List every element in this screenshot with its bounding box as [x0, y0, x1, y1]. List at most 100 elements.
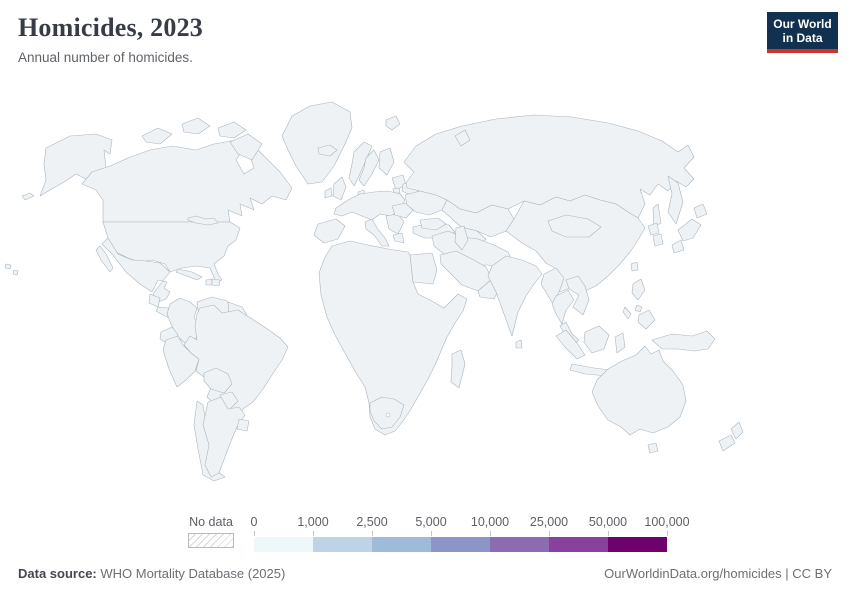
- country-uruguay[interactable]: [236, 418, 250, 432]
- country-japan-honshu[interactable]: [677, 218, 702, 242]
- country-north-korea[interactable]: [647, 222, 660, 236]
- country-aleutians[interactable]: [21, 192, 35, 201]
- country-italy[interactable]: [364, 218, 390, 247]
- country-novaya-zemlya[interactable]: [454, 129, 471, 147]
- country-kamchatka[interactable]: [667, 175, 684, 225]
- country-cuba[interactable]: [175, 268, 203, 281]
- legend-tick-label: 50,000: [588, 515, 628, 529]
- country-norway[interactable]: [348, 141, 373, 187]
- legend-tick-mark: [549, 531, 550, 536]
- black-sea: [419, 217, 447, 231]
- country-philippines-mindanao[interactable]: [637, 309, 656, 330]
- country-sulawesi[interactable]: [614, 332, 626, 354]
- country-romania[interactable]: [391, 202, 414, 219]
- country-taiwan[interactable]: [630, 261, 639, 272]
- country-new-zealand-south[interactable]: [718, 434, 736, 452]
- country-tasmania[interactable]: [647, 442, 659, 454]
- owid-logo-line1: Our World: [773, 17, 832, 31]
- country-mexico-baja[interactable]: [95, 245, 114, 273]
- legend-bin-swatch[interactable]: [254, 537, 313, 552]
- country-iberia[interactable]: [313, 218, 346, 244]
- page-title: Homicides, 2023: [18, 13, 203, 42]
- country-indochina[interactable]: [565, 275, 590, 316]
- country-ireland[interactable]: [324, 187, 333, 199]
- legend-bin-swatch[interactable]: [608, 537, 667, 552]
- country-mexico[interactable]: [101, 237, 171, 303]
- legend-no-data: No data: [188, 515, 234, 548]
- country-sweden[interactable]: [358, 149, 380, 187]
- legend-tick-mark: [490, 531, 491, 536]
- country-baffin-island[interactable]: [229, 133, 263, 161]
- world-map: [0, 88, 850, 512]
- owid-logo[interactable]: Our World in Data: [767, 12, 838, 53]
- caspian-sea: [454, 225, 469, 251]
- great-lakes: [187, 215, 219, 226]
- legend-bin-swatch[interactable]: [490, 537, 549, 552]
- no-data-label: No data: [189, 515, 233, 529]
- country-greenland[interactable]: [281, 101, 353, 185]
- legend-color-scale: 0 1,000 2,500 5,000 10,000 25,000 50,000 100,00…: [250, 515, 690, 552]
- country-australia[interactable]: [591, 345, 687, 436]
- country-arctic-island-3[interactable]: [217, 121, 247, 139]
- no-data-swatch[interactable]: [188, 533, 234, 548]
- country-hawaii[interactable]: [4, 263, 19, 276]
- country-svalbard[interactable]: [385, 115, 401, 131]
- country-sri-lanka[interactable]: [515, 339, 523, 349]
- legend-tick-label: 2,500: [356, 515, 388, 529]
- country-kaliningrad[interactable]: [392, 187, 401, 194]
- country-philippines-luzon[interactable]: [631, 278, 646, 301]
- legend-tick-label: 1,000: [297, 515, 329, 529]
- country-haiti[interactable]: [205, 278, 213, 286]
- chart-subtitle: Annual number of homicides.: [18, 50, 193, 65]
- country-mongolia[interactable]: [547, 214, 602, 238]
- country-new-zealand-north[interactable]: [730, 421, 744, 440]
- country-canada[interactable]: [81, 139, 293, 223]
- legend-tick-label: 0: [250, 515, 258, 529]
- legend-tick-mark: [431, 531, 432, 536]
- legend-tick-mark: [667, 531, 668, 536]
- country-south-korea[interactable]: [652, 233, 664, 247]
- country-united-states[interactable]: [102, 221, 241, 283]
- country-argentina[interactable]: [202, 396, 246, 478]
- data-source-label: Data source:: [18, 566, 97, 581]
- legend-tick-mark: [313, 531, 314, 536]
- country-sakhalin[interactable]: [652, 203, 662, 228]
- country-arctic-island-1[interactable]: [141, 127, 173, 145]
- country-japan-kyushu[interactable]: [671, 239, 685, 254]
- country-philippines-visayas[interactable]: [634, 304, 643, 313]
- country-new-guinea[interactable]: [651, 330, 716, 352]
- owid-logo-line2: in Data: [782, 31, 823, 45]
- country-finland[interactable]: [378, 147, 395, 176]
- legend-tick-label: 5,000: [415, 515, 447, 529]
- country-borneo[interactable]: [583, 325, 610, 354]
- legend-bin-swatch[interactable]: [431, 537, 490, 552]
- legend-tick-label: 25,000: [529, 515, 569, 529]
- legend-bin-swatch[interactable]: [372, 537, 431, 552]
- legend-bin-swatch[interactable]: [313, 537, 372, 552]
- country-arctic-island-2[interactable]: [181, 117, 211, 135]
- legend-tick-mark: [372, 531, 373, 536]
- country-egypt[interactable]: [409, 252, 438, 285]
- country-madagascar[interactable]: [450, 349, 466, 389]
- country-philippines-palawan[interactable]: [622, 306, 632, 320]
- lesotho-dot: [385, 412, 391, 418]
- map-legend: No data 0 1,000 2,500 5,000 10,000 25,000 50,0…: [188, 515, 690, 552]
- license-link[interactable]: OurWorldinData.org/homicides | CC BY: [604, 566, 832, 581]
- country-thailand[interactable]: [551, 289, 575, 325]
- country-japan-hokkaido[interactable]: [693, 203, 708, 219]
- legend-tick-label: 100,000: [644, 515, 690, 529]
- country-bolivia[interactable]: [203, 367, 233, 394]
- country-sumatra[interactable]: [555, 329, 586, 360]
- data-source: Data source: WHO Mortality Database (202…: [18, 566, 285, 581]
- country-dominican-republic[interactable]: [211, 278, 221, 287]
- country-peru[interactable]: [162, 335, 200, 388]
- chart-footer: Data source: WHO Mortality Database (202…: [18, 566, 832, 581]
- legend-tick-label: 10,000: [470, 515, 510, 529]
- country-india[interactable]: [487, 255, 543, 337]
- chart-header: Homicides, 2023 Annual number of homicid…: [18, 13, 203, 65]
- country-united-kingdom[interactable]: [332, 176, 347, 201]
- legend-bin-swatch[interactable]: [549, 537, 608, 552]
- country-china[interactable]: [505, 194, 646, 293]
- country-greece[interactable]: [392, 232, 405, 244]
- country-iceland[interactable]: [317, 144, 338, 157]
